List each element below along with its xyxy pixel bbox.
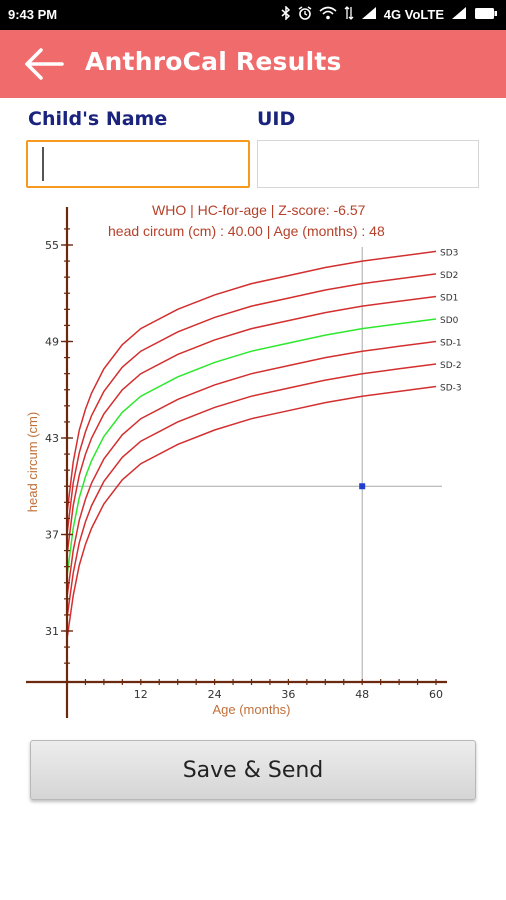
x-tick-label: 48 (355, 688, 369, 701)
y-tick-label: 55 (45, 239, 59, 252)
series-line-sd1 (66, 295, 437, 556)
x-tick-label: 12 (134, 688, 148, 701)
series-line-sd-2 (66, 363, 437, 619)
bluetooth-icon (281, 5, 291, 23)
alarm-icon (298, 6, 312, 23)
save-send-button[interactable]: Save & Send (30, 740, 476, 800)
measurement-point (359, 483, 366, 490)
hc-for-age-chart: SD3 SD2 SD1 SD0 SD-1 SD-2 SD-3 31 37 43 49 55 12 24 36… (25, 202, 462, 718)
child-name-label: Child's Name (28, 108, 168, 130)
series-label-sd3: SD3 (440, 248, 458, 258)
series-line-sd2 (66, 273, 437, 535)
signal-icon (451, 6, 467, 23)
chart-header-line1: WHO | HC-for-age | Z-score: -6.57 (152, 202, 366, 218)
series-label-sd0: SD0 (440, 316, 459, 326)
chart-header-line2: head circum (cm) : 40.00 | Age (months) … (108, 223, 385, 239)
series-line-sd-1 (66, 340, 437, 598)
series-label-sd-2: SD-2 (440, 361, 462, 371)
status-bar: 9:43 PM 4G VoLTE (0, 0, 506, 30)
series-line-sd0 (66, 318, 437, 577)
series-line-sd-3 (66, 385, 437, 640)
uid-label: UID (257, 108, 296, 130)
back-arrow-icon (25, 48, 64, 80)
y-tick-label: 43 (45, 432, 59, 445)
uid-input[interactable] (257, 140, 479, 188)
x-axis-label: Age (months) (212, 702, 290, 717)
data-arrows-icon (344, 6, 354, 23)
wifi-icon (319, 6, 337, 23)
app-bar: AnthroCal Results (0, 30, 506, 98)
x-tick-label: 36 (281, 688, 295, 701)
series-label-sd-1: SD-1 (440, 339, 462, 349)
y-tick-label: 31 (45, 625, 59, 638)
y-tick-label: 49 (45, 336, 59, 349)
status-icons: 4G VoLTE (281, 5, 498, 23)
series-label-sd1: SD1 (440, 293, 458, 303)
x-tick-label: 24 (208, 688, 222, 701)
y-axis-label: head circum (cm) (25, 412, 40, 512)
y-tick-label: 37 (45, 529, 59, 542)
status-time: 9:43 PM (8, 7, 58, 22)
series-label-sd2: SD2 (440, 271, 458, 281)
battery-icon (474, 7, 498, 23)
app-title: AnthroCal Results (85, 47, 342, 76)
x-tick-label: 60 (429, 688, 443, 701)
series-label-sd-3: SD-3 (440, 384, 462, 394)
text-cursor (42, 147, 44, 181)
signal-icon (361, 6, 377, 23)
back-button[interactable] (22, 46, 66, 82)
child-name-input[interactable] (26, 140, 250, 188)
series-line-sd3 (66, 250, 437, 514)
network-label: 4G VoLTE (383, 7, 444, 22)
